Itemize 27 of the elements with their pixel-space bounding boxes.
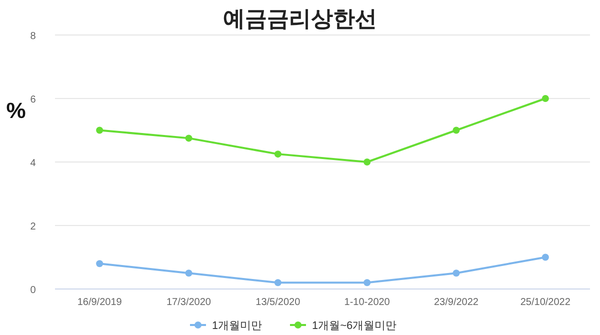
point: [542, 254, 549, 261]
point: [274, 279, 282, 286]
x-tick-label: 25/10/2022: [520, 297, 571, 308]
point: [542, 95, 549, 102]
point: [274, 150, 282, 158]
point: [452, 126, 460, 134]
point: [185, 134, 192, 142]
y-tick-label: 4: [30, 158, 36, 169]
y-tick-label: 8: [30, 31, 36, 42]
point: [185, 270, 192, 277]
x-tick-label: 23/9/2022: [434, 297, 479, 308]
point: [96, 126, 104, 134]
point: [96, 260, 104, 268]
point: [364, 158, 371, 166]
y-axis-title: %: [6, 98, 26, 123]
x-tick-label: 17/3/2020: [166, 297, 212, 308]
chart-title: 예금금리상한선: [223, 6, 377, 31]
point: [364, 279, 371, 286]
y-tick-label: 6: [30, 94, 36, 106]
y-tick-label: 0: [30, 285, 36, 296]
x-tick-label: 13/5/2020: [256, 297, 301, 308]
x-tick-label: 16/9/2019: [77, 297, 122, 308]
legend-label: 1개월~6개월미만: [312, 320, 397, 332]
legend-label: 1개월미만: [212, 320, 262, 332]
x-tick-label: 1-10-2020: [344, 297, 390, 308]
y-tick-label: 2: [30, 222, 36, 232]
point: [452, 270, 460, 277]
